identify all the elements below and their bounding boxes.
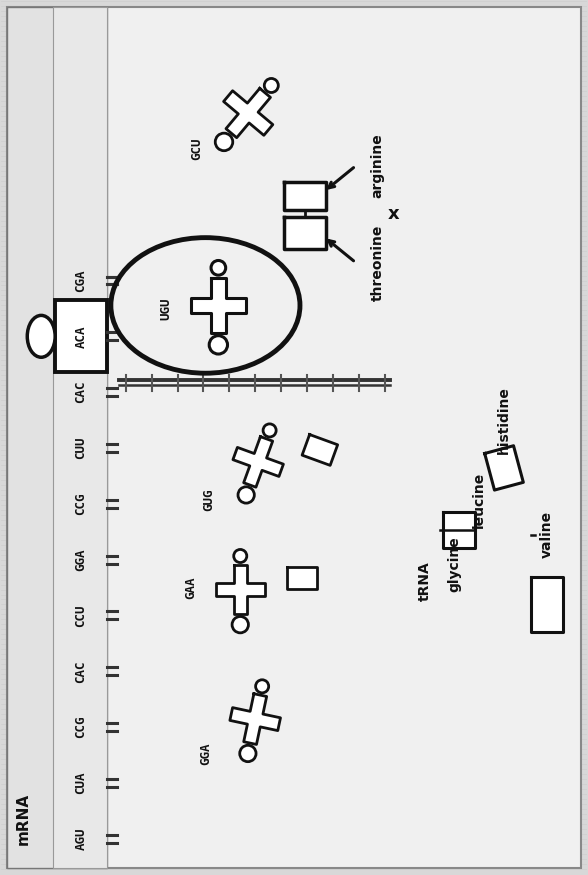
Circle shape <box>209 336 228 354</box>
Polygon shape <box>223 88 273 137</box>
FancyBboxPatch shape <box>8 7 580 868</box>
Text: CCG: CCG <box>75 493 88 515</box>
Circle shape <box>232 617 248 633</box>
Polygon shape <box>216 565 265 614</box>
Text: valine: valine <box>540 511 554 558</box>
Circle shape <box>240 746 256 761</box>
Ellipse shape <box>111 238 300 374</box>
Text: CGA: CGA <box>75 270 88 291</box>
Circle shape <box>256 680 269 693</box>
FancyBboxPatch shape <box>8 7 107 868</box>
Text: CUA: CUA <box>75 772 88 794</box>
Text: CAC: CAC <box>75 660 88 682</box>
Text: GAA: GAA <box>184 577 197 598</box>
Text: arginine: arginine <box>370 134 385 199</box>
Text: CCG: CCG <box>75 716 88 738</box>
Ellipse shape <box>27 315 55 357</box>
Text: CCU: CCU <box>75 604 88 626</box>
Polygon shape <box>485 445 523 490</box>
Text: x: x <box>387 206 399 223</box>
Circle shape <box>233 550 247 563</box>
Text: ACA: ACA <box>75 326 88 347</box>
Text: tRNA: tRNA <box>417 562 432 601</box>
Text: histidine: histidine <box>497 386 511 454</box>
Text: AGU: AGU <box>75 828 88 850</box>
Text: threonine: threonine <box>370 224 385 301</box>
Circle shape <box>238 487 255 503</box>
Polygon shape <box>233 437 283 487</box>
Polygon shape <box>191 278 246 332</box>
FancyBboxPatch shape <box>55 300 107 372</box>
Polygon shape <box>287 567 317 589</box>
Text: GCU: GCU <box>190 137 203 160</box>
Polygon shape <box>284 217 326 248</box>
Polygon shape <box>443 512 475 548</box>
Circle shape <box>215 133 233 150</box>
Polygon shape <box>284 182 326 210</box>
Text: GGA: GGA <box>199 743 212 766</box>
Text: leucine: leucine <box>472 472 486 528</box>
Text: CUU: CUU <box>75 437 88 459</box>
Circle shape <box>211 261 226 275</box>
FancyBboxPatch shape <box>53 7 107 868</box>
Polygon shape <box>531 577 563 632</box>
Polygon shape <box>230 694 280 745</box>
Text: mRNA: mRNA <box>16 793 31 845</box>
Circle shape <box>264 79 278 93</box>
Polygon shape <box>302 435 338 466</box>
Text: UGU: UGU <box>159 298 172 319</box>
Text: GGA: GGA <box>75 549 88 570</box>
Circle shape <box>263 424 276 437</box>
Text: CAC: CAC <box>75 381 88 403</box>
Text: glycine: glycine <box>447 536 461 592</box>
Text: GUG: GUG <box>202 488 215 511</box>
